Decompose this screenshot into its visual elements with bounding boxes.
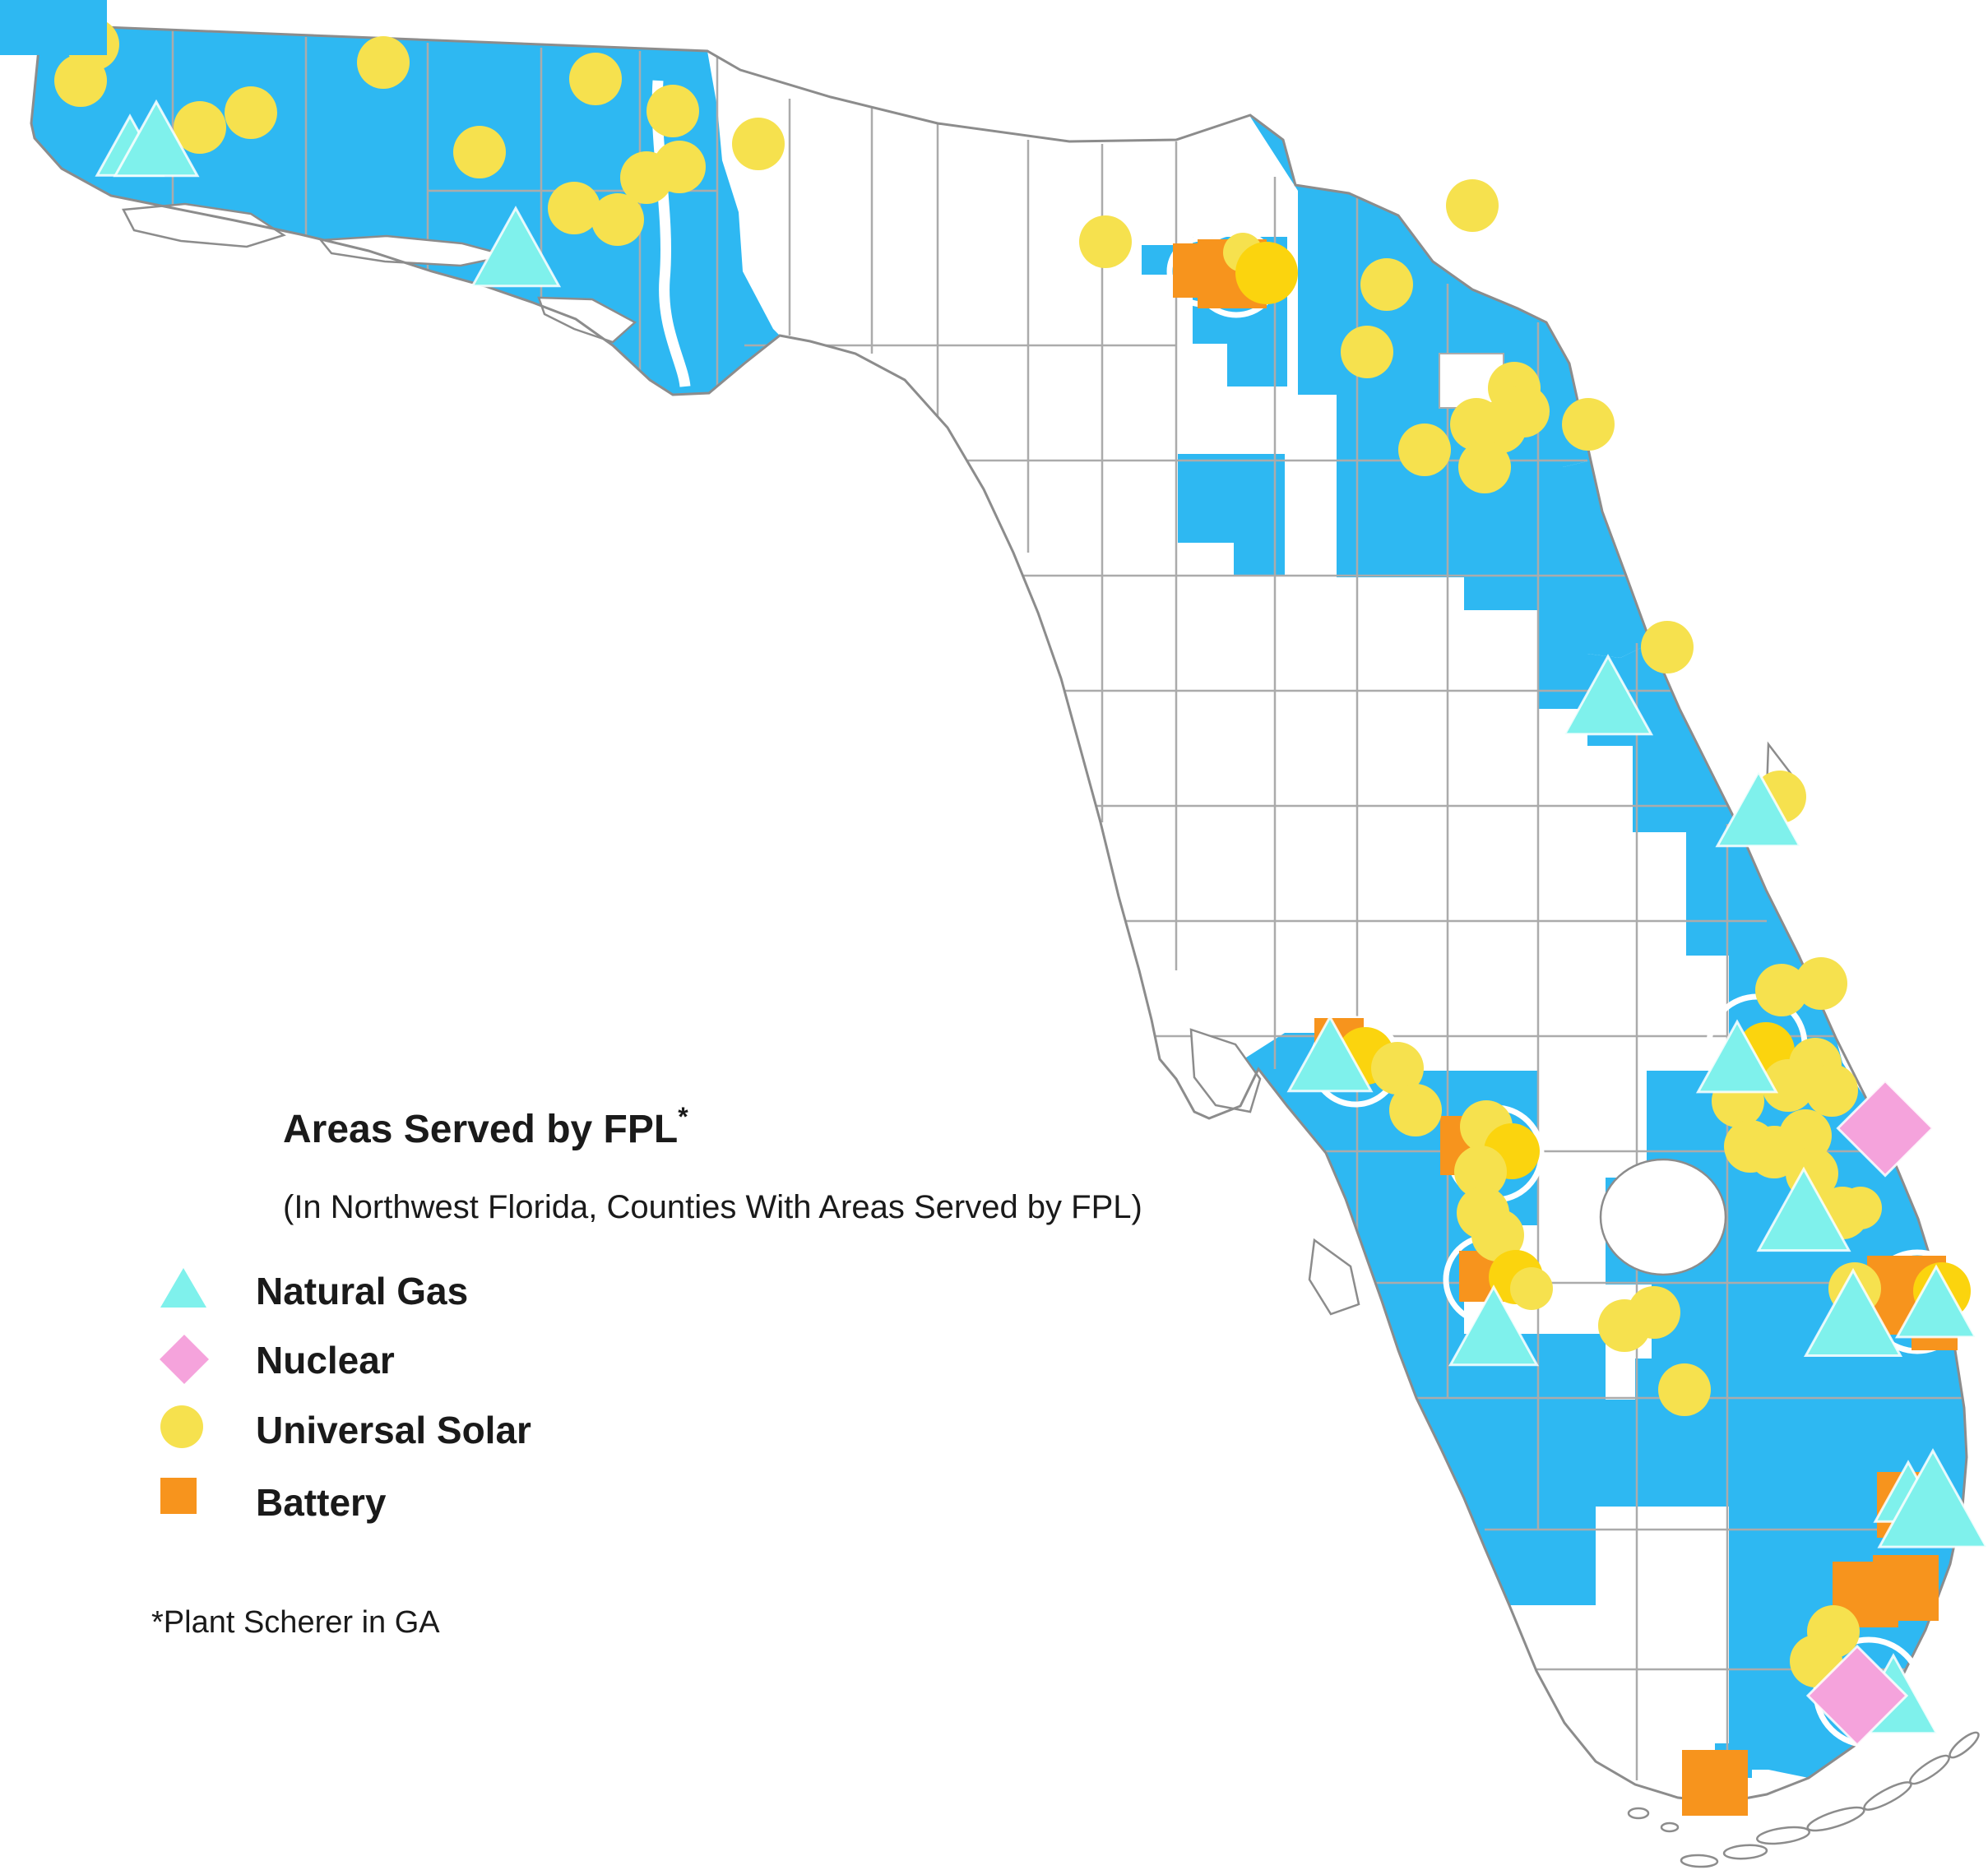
solar-marker <box>1389 1084 1442 1136</box>
solar-marker <box>1446 179 1499 232</box>
natural-gas-marker <box>113 99 200 178</box>
solar-marker <box>646 85 699 137</box>
natural-gas-marker <box>1562 654 1654 736</box>
bays-and-lakes <box>122 80 1800 1316</box>
solar-marker <box>1510 1267 1553 1310</box>
state-landmass <box>31 25 1967 1803</box>
solar-marker <box>1641 621 1694 673</box>
solar-marker <box>1658 1363 1711 1416</box>
solar-marker <box>1805 1064 1858 1117</box>
bay-shape <box>1189 1028 1262 1113</box>
keys-island <box>1806 1806 1865 1832</box>
solar-marker <box>1628 1286 1680 1339</box>
solar-marker <box>1839 1187 1882 1229</box>
solar-marker <box>225 86 277 139</box>
solar-marker <box>174 101 226 154</box>
solar-marker <box>1458 441 1511 493</box>
keys-island <box>1722 1844 1768 1860</box>
battery-marker <box>1682 1750 1748 1816</box>
solar-marker <box>620 151 673 204</box>
natural-gas-markers <box>95 99 1988 1735</box>
solar-marker <box>569 53 622 105</box>
natural-gas-marker <box>1803 1267 1903 1357</box>
keys-island <box>1627 1807 1650 1820</box>
solar-marker <box>1235 242 1298 304</box>
state-outline <box>30 23 1968 1804</box>
solar-marker <box>1762 1059 1814 1112</box>
solar-marker <box>1454 1146 1507 1198</box>
state-outline-stroke <box>30 23 1968 1804</box>
state-fill <box>31 25 1967 1803</box>
natural-gas-marker <box>1894 1264 1978 1339</box>
service-area-region <box>1178 454 1285 576</box>
keys-island <box>1756 1826 1810 1845</box>
solar-marker <box>357 36 410 89</box>
service-area-region <box>1337 461 1651 709</box>
bay-shape <box>537 296 637 344</box>
keys-island <box>1660 1821 1680 1833</box>
florida-keys-islands <box>1627 1731 1980 1868</box>
natural-gas-marker <box>470 206 562 288</box>
solar-marker <box>732 118 785 170</box>
keys-island <box>1949 1731 1980 1759</box>
natural-gas-marker <box>1756 1166 1851 1252</box>
keys-island <box>1680 1854 1719 1868</box>
natural-gas-marker <box>1286 1014 1374 1093</box>
keys-island <box>1863 1781 1912 1811</box>
solar-marker <box>1360 258 1413 311</box>
apalachicola-river <box>651 80 691 387</box>
natural-gas-marker <box>1877 1448 1988 1548</box>
solar-marker <box>1079 215 1132 268</box>
bay-shape <box>318 234 509 267</box>
bay-shape <box>122 202 286 248</box>
solar-marker <box>1398 424 1451 476</box>
bay-shape <box>1308 1238 1360 1316</box>
keys-island <box>1909 1754 1950 1785</box>
lake-okeechobee <box>1599 1158 1727 1276</box>
solar-marker <box>1471 1209 1524 1261</box>
service-area-region <box>1587 643 1842 1062</box>
solar-marker <box>54 54 107 107</box>
solar-marker <box>1341 326 1393 378</box>
solar-marker <box>591 193 644 246</box>
natural-gas-marker <box>1695 1019 1779 1094</box>
nuclear-marker <box>1805 1644 1909 1747</box>
solar-marker <box>1371 1042 1424 1095</box>
solar-marker <box>1474 400 1527 453</box>
solar-marker <box>1562 398 1615 451</box>
solar-marker <box>1795 957 1847 1010</box>
solar-marker <box>1755 964 1808 1016</box>
natural-gas-marker <box>1715 769 1802 848</box>
solar-markers <box>54 18 1971 1687</box>
solar-marker <box>453 126 506 178</box>
solar-marker <box>548 182 600 234</box>
battery-marker <box>1873 1555 1939 1621</box>
natural-gas-marker <box>1448 1284 1540 1367</box>
nuclear-markers <box>1805 1079 1935 1747</box>
nuclear-marker <box>1836 1079 1935 1178</box>
